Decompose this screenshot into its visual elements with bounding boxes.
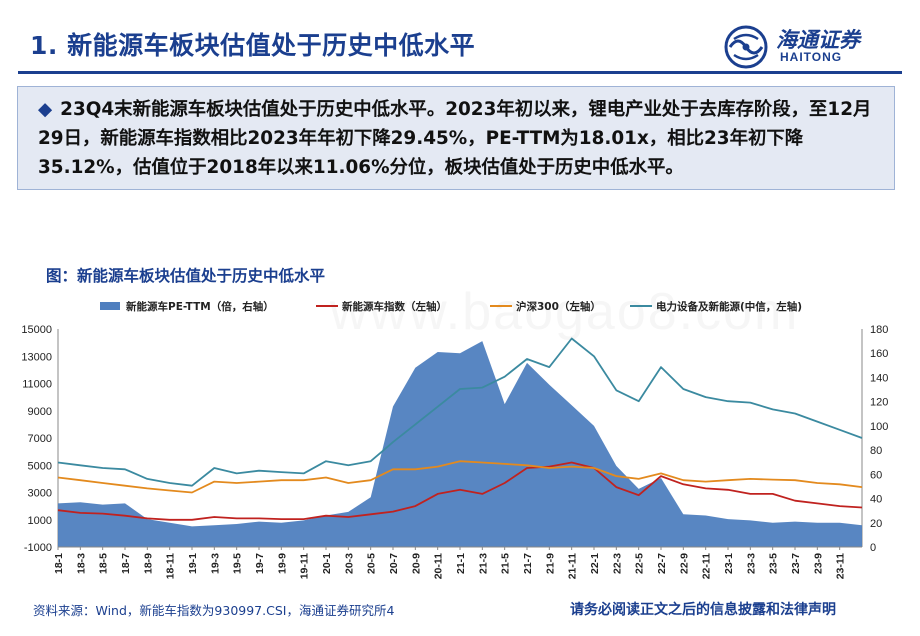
x-tick-label: 23-5 <box>768 553 780 574</box>
x-tick-label: 22-1 <box>589 553 601 574</box>
summary-paragraph: ◆ 23Q4末新能源车板块估值处于历史中低水平。2023年初以来，锂电产业处于去库… <box>38 95 886 182</box>
source-note: 资料来源：Wind，新能车指数为930997.CSI，海通证券研究所4 <box>33 600 394 619</box>
x-tick-label: 18-5 <box>98 553 110 574</box>
left-tick-label: 9000 <box>28 406 52 418</box>
left-axis: -1000 1000 3000 5000 7000 9000 11000 13000 15000 <box>21 324 59 554</box>
series-line-1 <box>57 461 863 521</box>
haitong-logo: 海通证券 HAITONG <box>722 24 892 70</box>
x-tick-label: 18-11 <box>165 553 177 579</box>
x-tick-label: 18-7 <box>120 553 132 574</box>
legend-swatch <box>100 302 120 310</box>
x-tick-label: 23-1 <box>723 553 735 574</box>
x-tick-label: 19-11 <box>299 553 311 579</box>
haitong-emblem-icon <box>724 25 768 69</box>
x-tick-label: 20-3 <box>343 553 355 574</box>
x-tick-label: 23-7 <box>790 553 802 574</box>
x-tick-label: 18-1 <box>53 553 65 574</box>
x-tick-label: 20-7 <box>388 553 400 574</box>
x-tick-label: 19-7 <box>254 553 266 574</box>
right-tick-label: 160 <box>870 348 888 360</box>
x-tick-label: 21-9 <box>544 553 556 574</box>
plot-area <box>57 337 863 547</box>
x-tick-label: 21-11 <box>567 553 579 579</box>
diamond-bullet-icon: ◆ <box>38 99 53 120</box>
x-tick-label: 22-5 <box>634 553 646 574</box>
x-tick-label: 21-5 <box>500 553 512 574</box>
left-tick-label: 3000 <box>28 488 52 500</box>
x-tick-label: 18-9 <box>142 553 154 574</box>
logo-chinese-name: 海通证券 <box>776 27 860 52</box>
page-number: 4 <box>386 603 395 618</box>
x-tick-label: 20-5 <box>366 553 378 574</box>
right-tick-label: 100 <box>870 421 888 433</box>
series-line-2 <box>57 460 863 494</box>
disclaimer: 请务必阅读正文之后的信息披露和法律声明 <box>570 602 836 618</box>
left-tick-label: 13000 <box>21 351 52 363</box>
x-tick-label: 20-1 <box>321 553 333 574</box>
x-tick-label: 19-9 <box>276 553 288 574</box>
right-tick-label: 80 <box>870 445 882 457</box>
right-tick-label: 120 <box>870 397 888 409</box>
left-tick-label: 11000 <box>22 379 52 391</box>
figure-title: 图：新能源车板块估值处于历史中低水平 <box>46 267 326 285</box>
right-tick-label: 60 <box>870 469 882 481</box>
x-tick-label: 21-1 <box>455 553 467 574</box>
logo-english-name: HAITONG <box>780 50 843 64</box>
x-tick-label: 20-11 <box>433 553 445 579</box>
right-tick-label: 20 <box>870 518 882 530</box>
chart-legend: 新能源车PE-TTM（倍，右轴） 新能源车指数（左轴） 沪深300（左轴） 电力设备及… <box>100 300 802 313</box>
x-tick-label: 22-9 <box>678 553 690 574</box>
x-tick-label: 22-11 <box>701 553 713 579</box>
x-tick-label: 21-7 <box>522 553 534 574</box>
x-tick-label: 23-9 <box>812 553 824 574</box>
right-tick-label: 180 <box>870 324 888 336</box>
x-tick-label: 20-9 <box>410 553 422 574</box>
x-tick-label: 23-3 <box>745 553 757 574</box>
x-tick-label: 19-1 <box>187 553 199 574</box>
x-tick-label: 22-3 <box>611 553 623 574</box>
summary-text: 23Q4末新能源车板块估值处于历史中低水平。2023年初以来，锂电产业处于去库存… <box>38 99 872 178</box>
left-tick-label: 1000 <box>28 515 52 527</box>
right-tick-label: 0 <box>870 542 876 554</box>
watermark: www.baogao8.com <box>330 283 800 341</box>
page-title: 1. 新能源车板块估值处于历史中低水平 <box>30 31 476 60</box>
x-tick-label: 21-3 <box>477 553 489 574</box>
legend-label: 沪深300（左轴） <box>516 300 601 313</box>
left-tick-label: -1000 <box>24 542 52 554</box>
x-tick-label: 19-3 <box>209 553 221 574</box>
left-tick-label: 15000 <box>21 324 52 336</box>
legend-label: 新能源车指数（左轴） <box>342 300 447 313</box>
x-tick-label: 22-7 <box>656 553 668 574</box>
x-tick-label: 23-11 <box>835 553 847 579</box>
left-tick-label: 7000 <box>28 433 52 445</box>
x-axis: 18-1 18-3 18-5 18-7 18-9 18-11 19-1 19-3 19-5 19-… <box>53 546 862 579</box>
series-line-3 <box>57 337 863 487</box>
legend-label: 电力设备及新能源(中信，左轴) <box>656 300 802 313</box>
right-tick-label: 40 <box>870 494 882 506</box>
series-pe-ttm-area <box>58 341 862 547</box>
right-axis: 0 20 40 60 80 100 120 140 160 180 <box>861 324 888 554</box>
x-tick-label: 18-3 <box>75 553 87 574</box>
source-text: 资料来源：Wind，新能车指数为930997.CSI，海通证券研究所 <box>33 603 387 618</box>
right-tick-label: 140 <box>870 372 888 384</box>
left-tick-label: 5000 <box>28 460 52 472</box>
title-divider <box>18 71 902 74</box>
legend-label: 新能源车PE-TTM（倍，右轴） <box>126 300 274 313</box>
summary-box: ◆ 23Q4末新能源车板块估值处于历史中低水平。2023年初以来，锂电产业处于去库… <box>17 86 895 190</box>
x-tick-label: 19-5 <box>232 553 244 574</box>
